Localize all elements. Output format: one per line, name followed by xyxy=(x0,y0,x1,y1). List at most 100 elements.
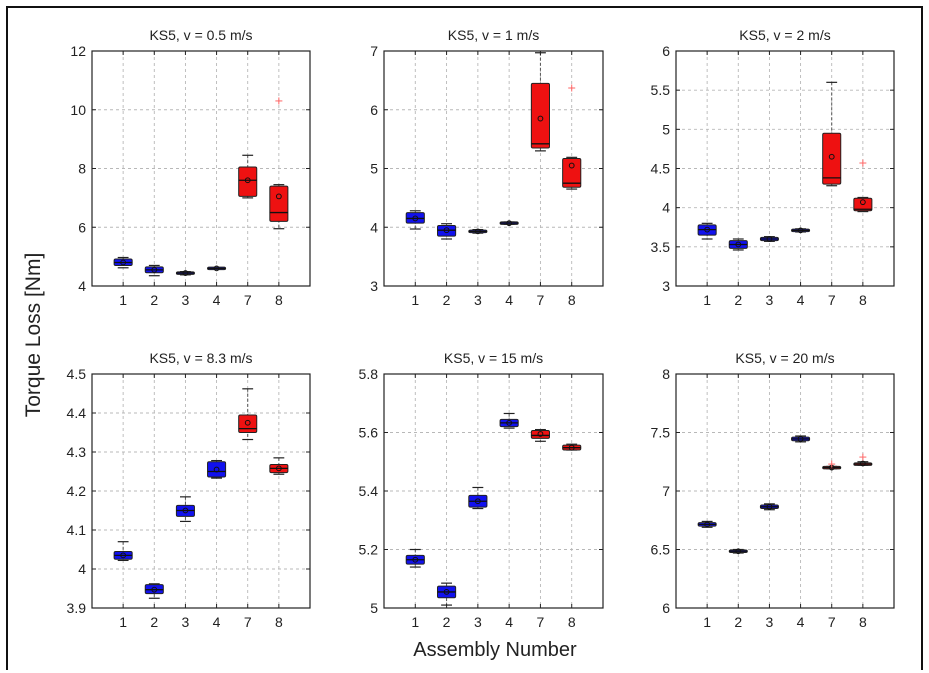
mean-marker xyxy=(275,465,282,472)
mean-marker xyxy=(182,270,189,276)
x-tick-label: 8 xyxy=(568,292,576,308)
x-tick-label: 2 xyxy=(150,614,158,630)
y-tick-label: 4 xyxy=(370,219,378,235)
subplot-title: KS5, v = 8.3 m/s xyxy=(149,350,252,366)
y-tick-label: 7.5 xyxy=(651,425,671,441)
box-3 xyxy=(175,496,195,523)
mean-marker xyxy=(797,436,804,442)
y-tick-label: 5 xyxy=(370,161,378,177)
box-1 xyxy=(405,548,425,568)
mean-marker xyxy=(412,556,419,563)
mean-marker xyxy=(244,419,251,426)
subplot-title: KS5, v = 2 m/s xyxy=(739,27,830,43)
box-4 xyxy=(791,435,811,443)
x-tick-label: 4 xyxy=(797,292,805,308)
box-3 xyxy=(759,236,779,242)
mean-marker xyxy=(766,236,773,242)
box-7 xyxy=(238,154,258,199)
subplot: 3.9 4 4.1 4.2 4.3 4.4 4.5 1 2 3 4 7 8 KS5, v = 8.3 m/… xyxy=(67,350,311,630)
box-1 xyxy=(405,210,425,230)
box-1 xyxy=(697,520,717,528)
y-tick-label: 4 xyxy=(662,200,670,216)
box-8 xyxy=(853,453,873,467)
mean-marker xyxy=(151,586,158,593)
box-body xyxy=(238,414,258,434)
mean-marker xyxy=(828,153,835,160)
box-4 xyxy=(207,265,227,272)
y-tick-label: 3.9 xyxy=(67,600,87,616)
x-axis-label: Assembly Number xyxy=(413,639,577,661)
y-tick-label: 4.3 xyxy=(67,444,87,460)
mean-marker xyxy=(474,228,481,235)
y-tick-label: 6 xyxy=(78,219,86,235)
y-tick-label: 6 xyxy=(662,43,670,59)
box-body xyxy=(530,429,551,439)
x-tick-label: 3 xyxy=(474,292,482,308)
y-tick-label: 3 xyxy=(662,278,670,294)
box-body xyxy=(207,461,227,478)
mean-marker xyxy=(213,466,220,473)
box-8 xyxy=(562,443,582,451)
y-tick-label: 6 xyxy=(662,600,670,616)
box-1 xyxy=(113,256,133,269)
x-tick-label: 8 xyxy=(859,614,867,630)
y-tick-label: 4.4 xyxy=(67,405,87,421)
mean-marker xyxy=(120,259,127,266)
mean-marker xyxy=(735,548,742,555)
box-8 xyxy=(269,97,289,230)
box-3 xyxy=(759,503,779,511)
mean-marker xyxy=(537,431,544,437)
y-tick-label: 5.4 xyxy=(359,483,379,499)
y-tick-label: 5.8 xyxy=(359,366,379,382)
y-tick-label: 5.5 xyxy=(651,82,671,98)
box-body xyxy=(269,185,289,222)
x-tick-label: 2 xyxy=(443,292,451,308)
y-tick-label: 7 xyxy=(662,483,670,499)
x-tick-label: 7 xyxy=(537,614,545,630)
y-tick-label: 8 xyxy=(78,161,86,177)
x-tick-label: 4 xyxy=(505,614,513,630)
mean-marker xyxy=(859,199,866,206)
mean-marker xyxy=(443,227,450,234)
subplot: 6 6.5 7 7.5 8 1 2 3 4 7 8 KS5, v = 20 m/s xyxy=(651,350,895,630)
box-7 xyxy=(822,460,842,471)
y-tick-label: 5.6 xyxy=(359,425,379,441)
mean-marker xyxy=(537,115,544,122)
x-tick-label: 3 xyxy=(182,614,190,630)
y-tick-label: 7 xyxy=(370,43,378,59)
box-2 xyxy=(436,223,457,240)
x-tick-label: 3 xyxy=(766,614,774,630)
y-tick-label: 4 xyxy=(78,561,86,577)
x-tick-label: 1 xyxy=(119,292,127,308)
x-tick-label: 2 xyxy=(443,614,451,630)
y-tick-label: 4.2 xyxy=(67,483,87,499)
box-8 xyxy=(853,159,873,213)
box-body xyxy=(530,82,551,149)
box-4 xyxy=(499,220,519,227)
box-7 xyxy=(238,388,258,441)
y-tick-label: 12 xyxy=(70,43,86,59)
box-2 xyxy=(436,582,457,606)
box-2 xyxy=(144,264,164,277)
x-tick-label: 7 xyxy=(537,292,545,308)
figure-frame xyxy=(6,6,923,670)
mean-marker xyxy=(735,241,742,248)
box-2 xyxy=(144,583,164,599)
box-3 xyxy=(175,270,195,276)
x-tick-label: 7 xyxy=(244,292,252,308)
subplot: 3 4 5 6 7 1 2 3 4 7 8 KS5, v = 1 m/s xyxy=(370,27,604,308)
x-tick-label: 7 xyxy=(828,292,836,308)
y-tick-label: 4 xyxy=(78,278,86,294)
subplot-title: KS5, v = 15 m/s xyxy=(444,350,543,366)
box-7 xyxy=(530,428,551,442)
box-3 xyxy=(468,228,488,235)
box-7 xyxy=(822,81,842,187)
x-tick-label: 4 xyxy=(213,292,221,308)
mean-marker xyxy=(568,162,575,169)
mean-marker xyxy=(704,521,711,528)
x-tick-label: 8 xyxy=(275,614,283,630)
x-tick-label: 4 xyxy=(797,614,805,630)
subplot: 5 5.2 5.4 5.6 5.8 1 2 3 4 7 8 KS5, v = 15 m/s xyxy=(359,350,604,630)
x-tick-label: 1 xyxy=(703,292,711,308)
